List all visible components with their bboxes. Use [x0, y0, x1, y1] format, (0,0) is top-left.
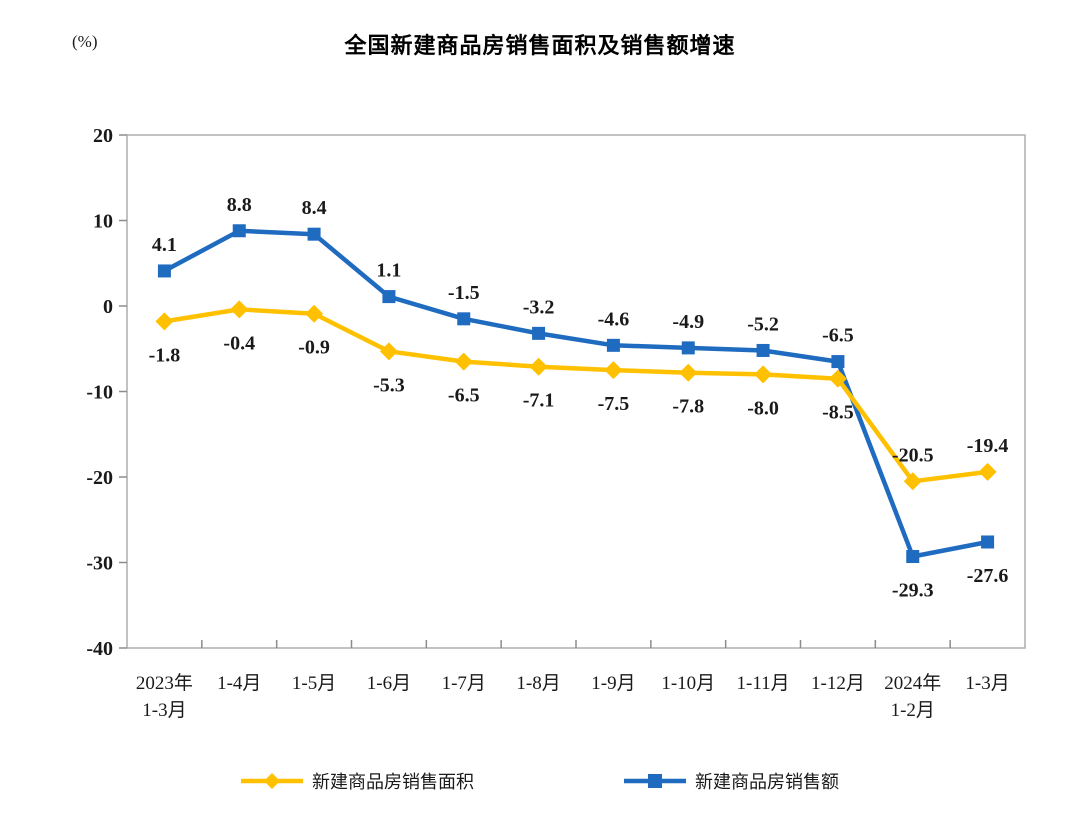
legend-item-sales-area: 新建商品房销售面积 — [241, 768, 474, 794]
sales-area-marker — [305, 304, 324, 323]
sales-area-value-label: -6.5 — [448, 385, 480, 407]
line-chart: 20 10 0 -10 -20 -30 -40 2023年 1-3月 1-4月 1-5月 1-6月 1-… — [86, 125, 1026, 721]
sales-area-line — [162, 307, 990, 484]
sales-area-value-label: -0.4 — [223, 332, 255, 354]
sales-amount-marker — [382, 290, 396, 304]
y-axis-tick-label: -10 — [86, 382, 113, 404]
sales-area-legend-label: 新建商品房销售面积 — [312, 772, 474, 792]
sales-area-value-label: -5.3 — [373, 374, 405, 396]
sales-amount-line — [162, 228, 990, 559]
y-axis-unit-label: (%) — [72, 32, 98, 51]
sales-amount-marker — [457, 312, 471, 326]
sales-amount-value-label: 1.1 — [376, 260, 401, 282]
sales-amount-marker — [831, 355, 845, 369]
sales-area-marker — [903, 472, 922, 491]
sales-area-legend-swatch — [241, 773, 303, 789]
sales-amount-marker — [681, 341, 695, 355]
sales-area-marker — [828, 369, 847, 388]
sales-area-marker — [754, 365, 773, 384]
x-axis-label: 1-6月 — [367, 673, 411, 694]
x-axis-label: 1-8月 — [516, 673, 560, 694]
sales-amount-marker — [157, 264, 171, 278]
sales-area-marker — [155, 312, 174, 331]
sales-amount-legend-marker-shape — [648, 774, 662, 788]
sales-amount-value-label: -3.2 — [523, 296, 555, 318]
sales-amount-value-label: -29.3 — [892, 580, 934, 602]
sales-amount-marker — [981, 535, 995, 549]
x-axis-label: 2024年 — [884, 672, 941, 694]
x-axis-label: 1-7月 — [442, 673, 486, 694]
sales-amount-value-label: -5.2 — [747, 313, 779, 335]
sales-area-value-label: -0.9 — [298, 337, 330, 359]
x-axis-label: 1-5月 — [292, 673, 336, 694]
sales-area-marker — [379, 342, 398, 361]
sales-area-value-label: -19.4 — [967, 435, 1009, 457]
y-axis-tick-label: 0 — [103, 296, 113, 318]
sales-amount-marker — [606, 338, 620, 352]
sales-area-value-label: -7.8 — [672, 396, 704, 418]
y-axis-tick-label: -20 — [86, 467, 113, 489]
x-axis-label: 1-3月 — [965, 673, 1009, 694]
sales-area-marker — [978, 462, 997, 481]
y-axis-tick-label: -30 — [86, 553, 113, 575]
x-axis-label: 1-2月 — [891, 700, 935, 721]
x-axis-label: 1-11月 — [737, 673, 790, 694]
sales-amount-value-label: -4.9 — [672, 311, 704, 333]
sales-area-marker — [604, 361, 623, 380]
sales-area-marker — [679, 363, 698, 382]
sales-amount-marker — [532, 326, 546, 340]
sales-amount-value-label: -1.5 — [448, 282, 480, 304]
sales-amount-value-label: -27.6 — [967, 565, 1009, 587]
y-axis-tick-label: 20 — [93, 125, 113, 147]
sales-amount-value-label: -4.6 — [598, 308, 630, 330]
sales-area-value-label: -7.5 — [598, 393, 630, 415]
chart-title: 全国新建商品房销售面积及销售额增速 — [344, 33, 736, 58]
sales-amount-marker — [756, 343, 770, 357]
sales-amount-value-label: 4.1 — [152, 234, 177, 256]
legend-item-sales-amount: 新建商品房销售额 — [624, 768, 839, 794]
sales-area-marker — [230, 300, 249, 319]
sales-area-value-label: -7.1 — [523, 390, 555, 412]
x-axis-label: 1-10月 — [661, 673, 715, 694]
sales-area-marker — [529, 357, 548, 376]
x-axis-label: 1-4月 — [217, 673, 261, 694]
x-axis-label: 1-9月 — [591, 673, 635, 694]
chart-legend: 新建商品房销售面积 新建商品房销售额 — [0, 763, 1080, 799]
sales-amount-marker — [232, 224, 246, 238]
x-axis-label: 2023年 — [136, 672, 193, 694]
sales-amount-marker — [307, 227, 321, 241]
sales-area-value-label: -8.5 — [822, 402, 854, 424]
sales-area-marker — [454, 352, 473, 371]
y-axis-tick-label: 10 — [93, 211, 113, 233]
sales-area-legend-marker-shape — [264, 773, 280, 789]
sales-amount-legend-marker — [624, 772, 686, 790]
sales-amount-marker — [906, 550, 920, 564]
sales-area-value-label: -8.0 — [747, 397, 779, 419]
plot-border — [126, 134, 1026, 649]
x-axis-label: 1-3月 — [142, 700, 186, 721]
sales-amount-value-label: -6.5 — [822, 325, 854, 347]
sales-amount-value-label: 8.8 — [227, 194, 252, 216]
y-axis-tick-label: -40 — [86, 638, 113, 660]
sales-area-value-label: -1.8 — [149, 344, 181, 366]
sales-area-legend-marker — [241, 772, 303, 790]
sales-amount-value-label: 8.4 — [302, 197, 327, 219]
sales-area-value-label: -20.5 — [892, 444, 934, 466]
x-axis-label: 1-12月 — [811, 673, 865, 694]
sales-amount-legend-swatch — [624, 774, 686, 788]
sales-amount-legend-label: 新建商品房销售额 — [695, 772, 839, 792]
